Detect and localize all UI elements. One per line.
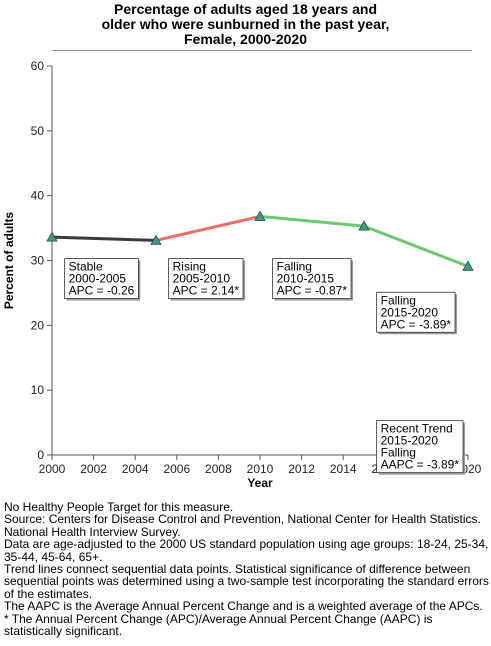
x-tick-label: 2010 (247, 462, 274, 476)
x-tick-label: 2012 (288, 462, 315, 476)
annotation-box (376, 420, 464, 474)
annotation-box (64, 258, 139, 299)
annotation-box (168, 258, 244, 299)
annotation-text-line: 2010-2015 (277, 272, 335, 286)
title-divider (52, 50, 472, 51)
data-point-marker (358, 220, 370, 231)
trend-segment (362, 224, 470, 268)
x-tick-label: 2004 (122, 462, 149, 476)
x-axis-title: Year (247, 476, 273, 490)
y-tick-label: 50 (31, 124, 45, 138)
trend-segment (258, 214, 366, 228)
data-point-marker (46, 231, 58, 242)
x-tick-label: 2014 (330, 462, 357, 476)
footnote-line: * The Annual Percent Change (APC)/Averag… (4, 611, 433, 626)
data-point-marker (254, 210, 266, 221)
annotation-text-line: 2000-2005 (69, 272, 127, 286)
y-tick-label: 30 (31, 254, 45, 268)
y-tick-label: 60 (31, 59, 45, 73)
annotation-text-line: Recent Trend (381, 422, 453, 436)
chart-title-line-3: Female, 2000-2020 (184, 31, 307, 47)
trend-segment (50, 235, 158, 242)
x-tick-label: 2000 (39, 462, 66, 476)
x-tick-label: 2006 (163, 462, 190, 476)
footnotes: No Healthy People Target for this measur… (4, 500, 489, 639)
data-point-marker (150, 234, 162, 245)
footnote-line: 35-44, 45-64, 65+. (4, 549, 103, 564)
footnote-line: Trend lines connect sequential data poin… (4, 562, 471, 577)
x-tick-label: 2002 (80, 462, 107, 476)
annotation-box (376, 291, 456, 333)
chart-title: Percentage of adults aged 18 years and o… (0, 2, 491, 47)
annotation-text-line: APC = -0.87* (277, 284, 348, 298)
footnote-line: Source: Centers for Disease Control and … (4, 512, 481, 527)
annotation-text-line: APC = -3.89* (381, 317, 452, 331)
footnote-line: National Health Interview Survey. (4, 524, 181, 539)
annotation-text-line: Falling (381, 293, 416, 307)
footnote-line: The AAPC is the Average Annual Percent C… (4, 599, 483, 614)
annotation-text-line: Falling (381, 446, 416, 460)
chart-title-line-2: older who were sunburned in the past yea… (101, 16, 390, 32)
annotation-text-line: Rising (173, 260, 206, 274)
footnote-line: Data are age-adjusted to the 2000 US sta… (4, 537, 489, 552)
annotation-text-line: Stable (69, 260, 103, 274)
annotation-text-line: 2005-2010 (173, 272, 231, 286)
annotation-box (272, 258, 352, 299)
trend-segment (154, 214, 262, 242)
y-axis-title: Percent of adults (2, 212, 16, 310)
annotation-text-line: 2015-2020 (381, 434, 439, 448)
footnote-line: No Healthy People Target for this measur… (4, 500, 234, 514)
chart-title-line-1: Percentage of adults aged 18 years and (114, 1, 377, 17)
y-tick-label: 20 (31, 318, 45, 332)
footnote-line: sequential points was determined using a… (4, 574, 489, 589)
y-tick-label: 0 (37, 448, 44, 462)
y-tick-label: 10 (31, 383, 45, 397)
data-point-marker (462, 260, 474, 271)
annotation-text-line: Falling (277, 260, 312, 274)
footnote-line: of the estimates. (4, 586, 93, 601)
line-chart: 0 10 20 30 40 50 60 2000 2002 2004 2006 2008 2010 201… (2, 59, 482, 490)
annotation-text-line: AAPC = -3.89* (381, 458, 460, 472)
annotation-text-line: APC = -0.26 (69, 284, 135, 298)
y-tick-label: 40 (31, 189, 45, 203)
footnote-line: statistically significant. (4, 624, 123, 639)
annotation-text-line: APC = 2.14* (173, 284, 240, 298)
annotation-text-line: 2015-2020 (381, 305, 439, 319)
x-tick-label: 2008 (205, 462, 232, 476)
